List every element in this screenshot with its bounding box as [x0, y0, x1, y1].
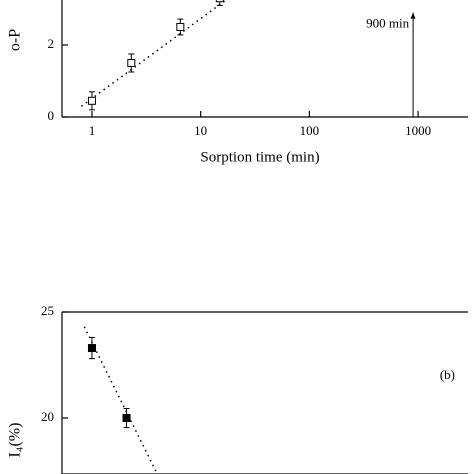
point [176, 23, 185, 31]
y-tick-label: 2 [48, 36, 55, 51]
point [122, 414, 131, 423]
annotation: 900 min [366, 16, 409, 31]
y-tick-label: 0 [48, 108, 55, 123]
point [127, 59, 136, 67]
y-axis-label: o-P [7, 29, 24, 51]
point [87, 96, 96, 105]
y-tick-label: 25 [41, 303, 54, 318]
point [87, 344, 96, 353]
panel-label: (b) [440, 367, 455, 382]
y-tick-label: 20 [41, 409, 54, 424]
x-tick-label: 1 [89, 123, 96, 138]
arrow-head [410, 12, 416, 19]
trend-line [80, 0, 228, 107]
x-tick-label: 10 [194, 123, 207, 138]
x-axis-label: Sorption time (min) [200, 149, 319, 165]
point [215, 0, 224, 3]
x-tick-label: 100 [300, 123, 320, 138]
x-tick-label: 1000 [405, 123, 431, 138]
y-axis-label: I₄(%) [7, 423, 24, 458]
